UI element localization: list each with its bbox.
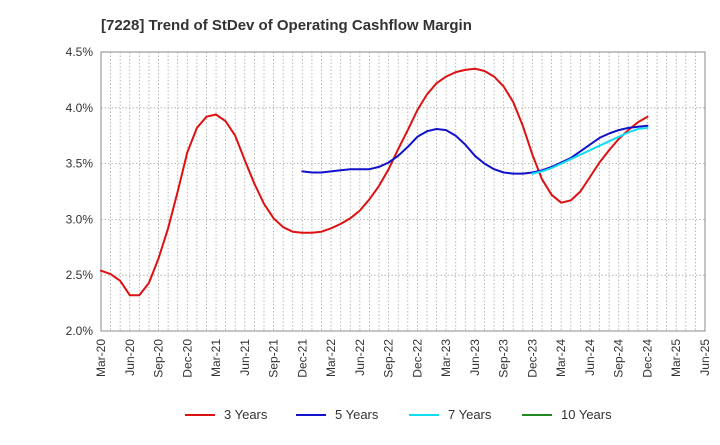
y-tick-label: 3.0% bbox=[66, 212, 94, 226]
x-tick-label: Dec-23 bbox=[525, 339, 539, 378]
x-tick-label: Mar-24 bbox=[554, 339, 568, 377]
x-tick-label: Sep-21 bbox=[267, 339, 281, 378]
series-line-3-years bbox=[100, 67, 649, 297]
x-tick-label: Mar-22 bbox=[324, 339, 338, 377]
chart-title: [7228] Trend of StDev of Operating Cashf… bbox=[101, 17, 472, 34]
x-tick-label: Sep-20 bbox=[152, 339, 166, 378]
x-tick-label: Jun-24 bbox=[583, 339, 597, 376]
x-tick-label: Jun-22 bbox=[353, 339, 367, 376]
legend-label-5-years: 5 Years bbox=[335, 407, 379, 422]
y-tick-label: 2.0% bbox=[66, 324, 94, 338]
legend-label-3-years: 3 Years bbox=[224, 407, 268, 422]
x-tick-label: Mar-21 bbox=[209, 339, 223, 377]
plot-area bbox=[101, 52, 705, 331]
x-tick-label: Sep-22 bbox=[382, 339, 396, 378]
y-tick-label: 3.5% bbox=[66, 157, 94, 171]
x-tick-label: Sep-24 bbox=[612, 339, 626, 378]
x-tick-label: Dec-20 bbox=[180, 339, 194, 378]
legend-label-7-years: 7 Years bbox=[448, 407, 492, 422]
x-tick-label: Jun-23 bbox=[468, 339, 482, 376]
x-tick-label: Jun-21 bbox=[238, 339, 252, 376]
series-lines bbox=[100, 67, 649, 297]
x-tick-label: Mar-20 bbox=[94, 339, 108, 377]
x-tick-label: Mar-25 bbox=[669, 339, 683, 377]
y-tick-label: 4.0% bbox=[66, 101, 94, 115]
x-tick-label: Dec-24 bbox=[640, 339, 654, 378]
x-tick-label: Mar-23 bbox=[439, 339, 453, 377]
legend: 3 Years 5 Years 7 Years 10 Years bbox=[185, 407, 612, 422]
x-tick-label: Jun-25 bbox=[698, 339, 712, 376]
y-tick-label: 2.5% bbox=[66, 268, 94, 282]
axes: 2.0% 2.5% 3.0% 3.5% 4.0% 4.5% Mar-20 Jun-20 Sep-… bbox=[66, 45, 712, 378]
x-tick-label: Sep-23 bbox=[497, 339, 511, 378]
y-tick-label: 4.5% bbox=[66, 45, 94, 59]
series-line-7-years bbox=[531, 126, 649, 175]
x-tick-label: Jun-20 bbox=[123, 339, 137, 376]
plot-border bbox=[100, 51, 706, 332]
grid bbox=[100, 52, 706, 331]
x-tick-label: Dec-22 bbox=[410, 339, 424, 378]
series-line-5-years bbox=[301, 124, 649, 175]
legend-label-10-years: 10 Years bbox=[561, 407, 612, 422]
x-tick-label: Dec-21 bbox=[295, 339, 309, 378]
